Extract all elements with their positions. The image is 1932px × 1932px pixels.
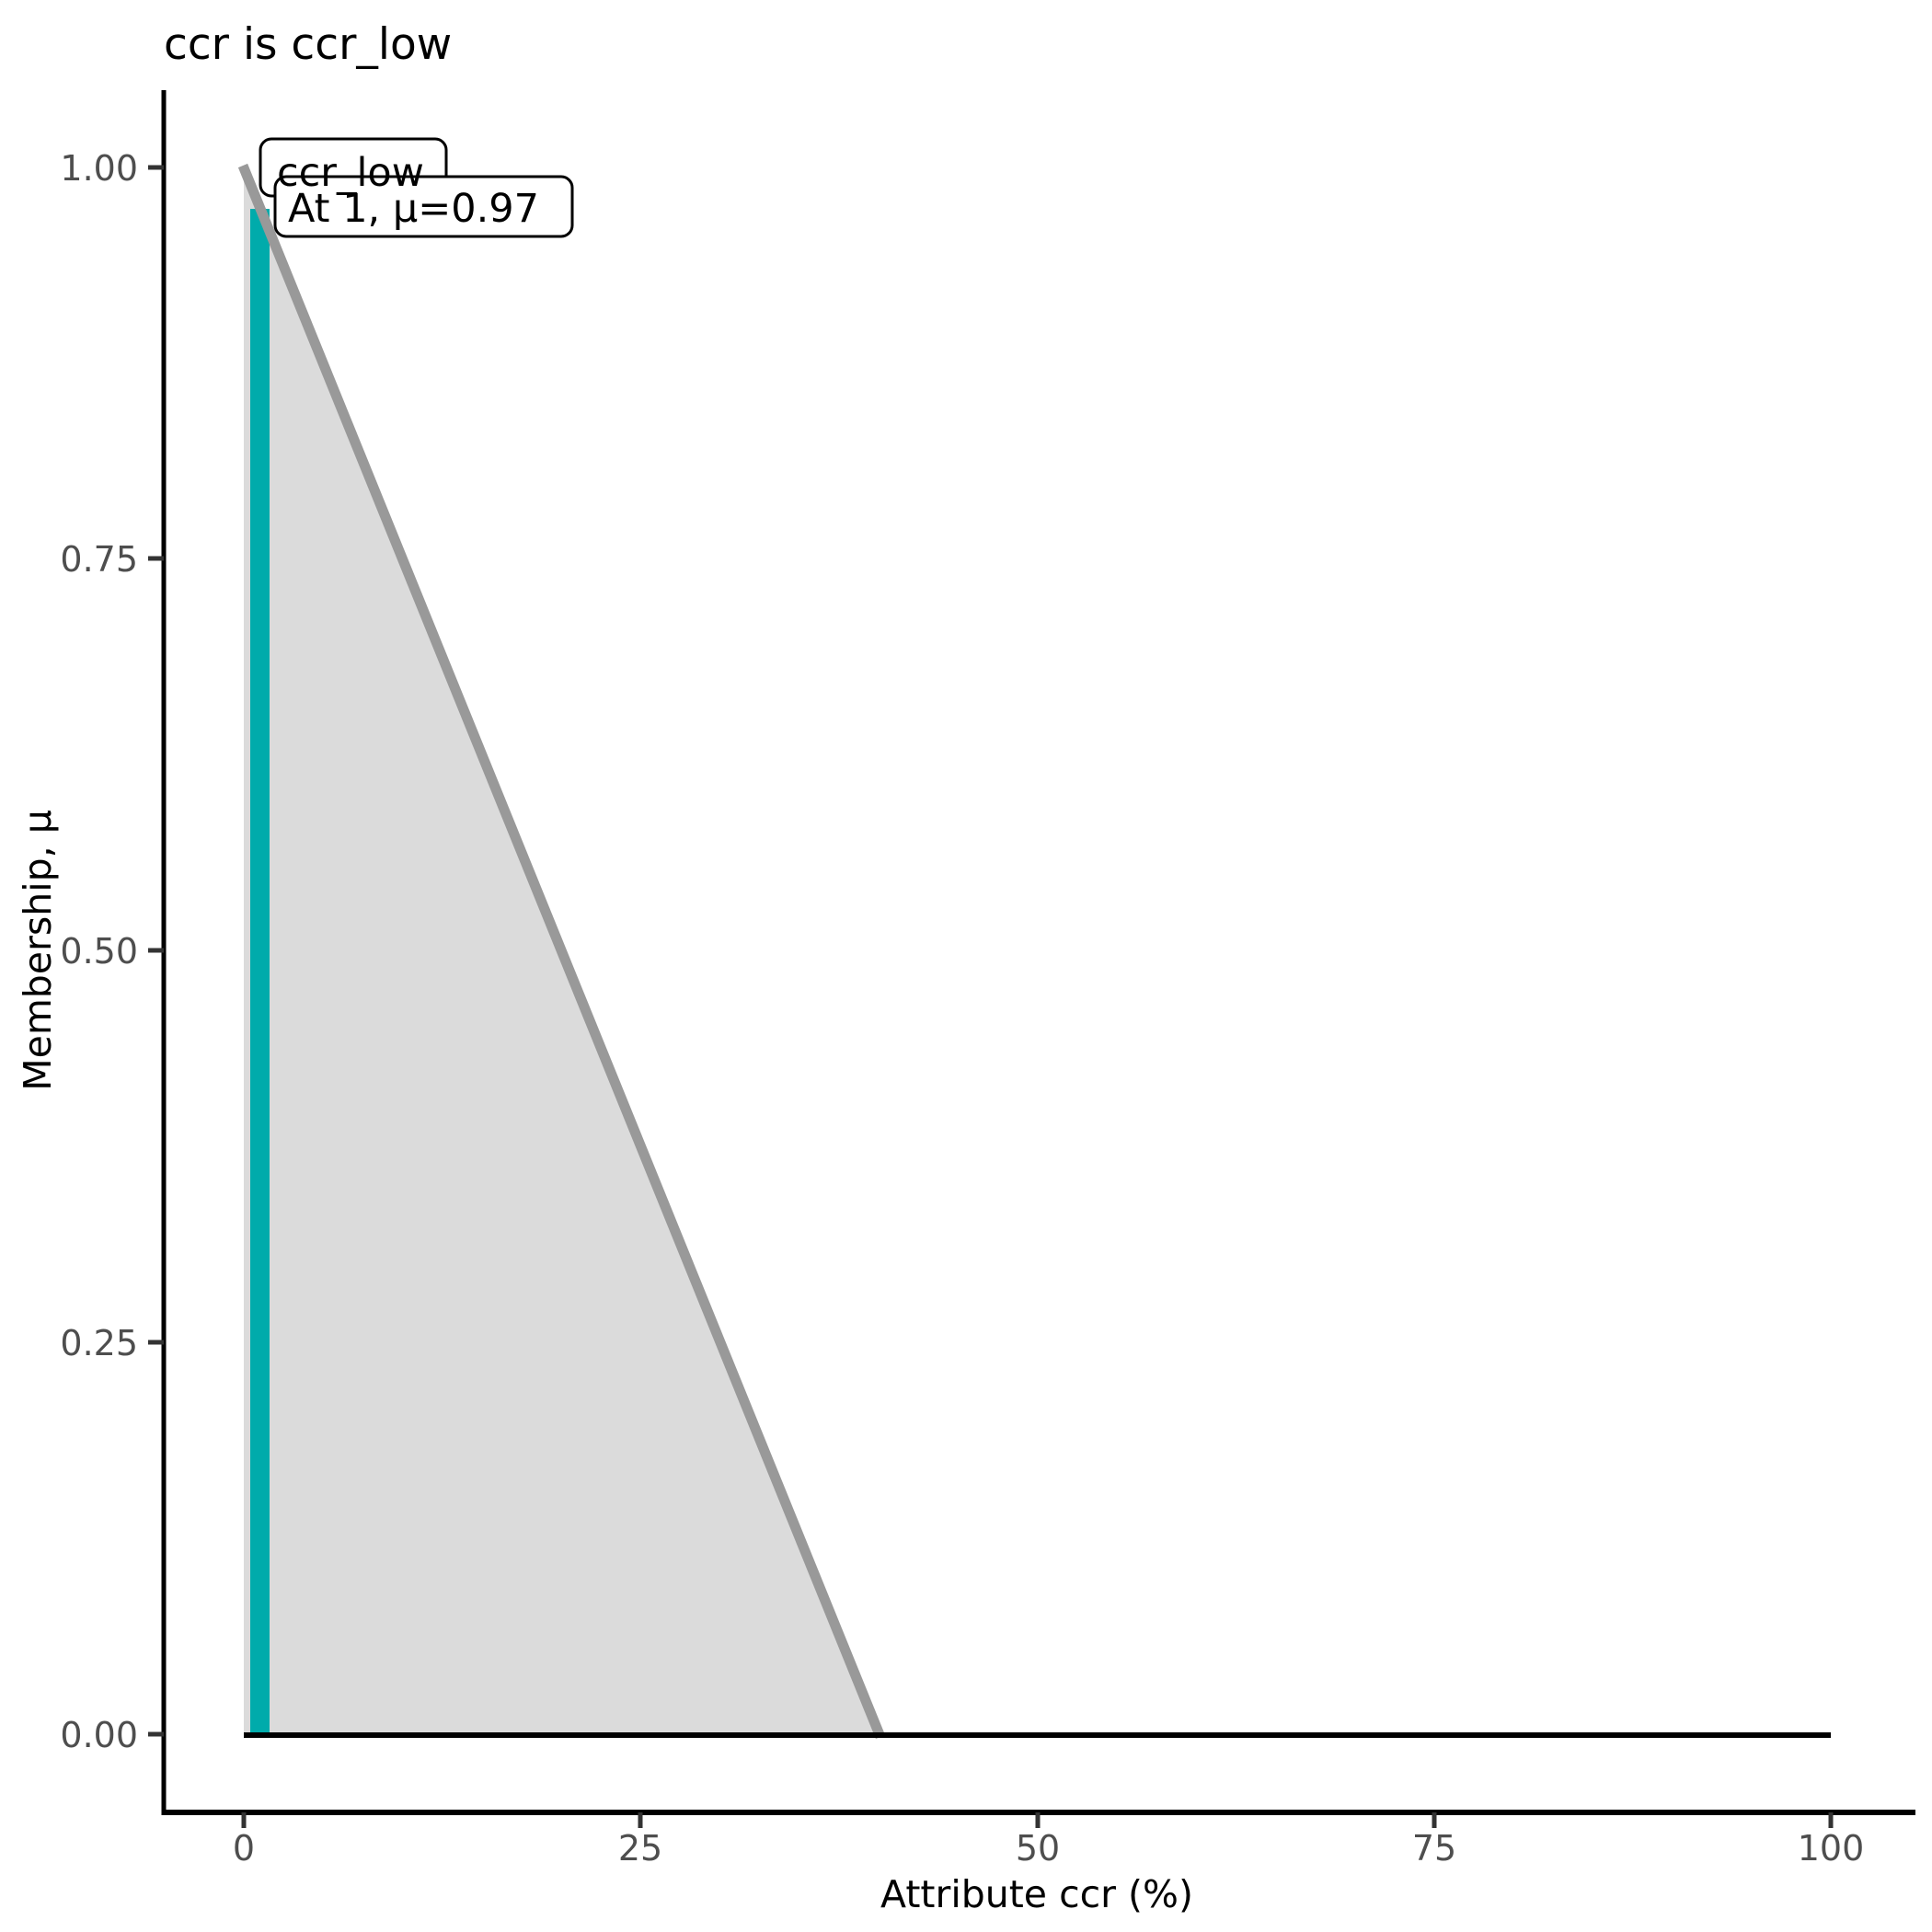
y-tick-labels: 1.00 0.75 0.50 0.25 0.00 [60,148,138,1755]
x-tick-label-50: 50 [1016,1828,1060,1869]
membership-line [237,163,886,1740]
y-axis-title: Membership, μ [16,810,60,1091]
set-label-text: ccr_low [277,150,424,196]
y-tick-marks [148,165,164,1737]
y-tick-label-0.50: 0.50 [60,931,138,972]
chart-title: ccr is ccr_low [164,19,452,70]
value-label-text: At 1, μ=0.97 [288,186,539,232]
x-tick-label-0: 0 [233,1828,255,1869]
x-tick-label-25: 25 [618,1828,662,1869]
x-tick-label-75: 75 [1412,1828,1456,1869]
y-tick-label-1.00: 1.00 [60,148,138,189]
x-axis-title: Attribute ccr (%) [880,1872,1193,1916]
crisp-input-bar [250,209,270,1735]
x-tick-marks [241,1812,1834,1828]
x-tick-labels: 0 25 50 75 100 [233,1828,1864,1869]
value-label-box [273,175,574,238]
x-tick-label-100: 100 [1798,1828,1865,1869]
y-tick-label-0.75: 0.75 [60,539,138,580]
y-tick-label-0.00: 0.00 [60,1715,138,1755]
y-tick-label-0.25: 0.25 [60,1323,138,1363]
